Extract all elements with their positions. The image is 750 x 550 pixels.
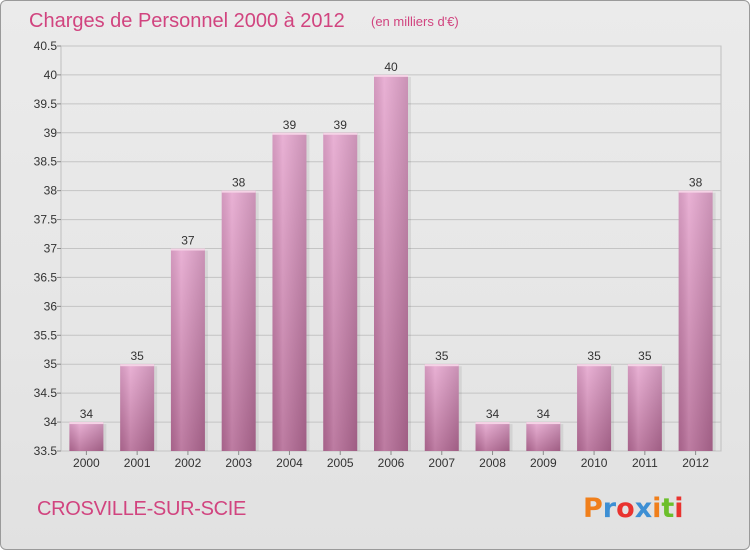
x-tick-label: 2007 [428,456,455,470]
y-tick-label: 38.5 [34,155,58,169]
bar-top-edge [374,74,408,77]
y-tick-label: 34.5 [34,386,58,400]
bar-top-edge [221,190,256,193]
x-tick-label: 2008 [479,456,506,470]
x-tick-label: 2010 [581,456,608,470]
bar-value-label: 35 [638,349,652,363]
bar-shade [323,132,358,452]
x-tick-label: 2011 [632,456,658,470]
bar-shade [170,248,205,451]
bar-shade [577,364,612,451]
x-tick-label: 2000 [73,456,100,470]
bar-top-edge [627,364,662,367]
bars: 34 35 37 38 39 39 40 35 34 34 35 35 38 [69,60,716,452]
bar-top-edge [323,132,358,135]
bar-top-edge [577,364,612,367]
bar-value-label: 35 [130,349,144,363]
y-tick-label: 35 [44,357,58,371]
bar-value-label: 35 [435,349,449,363]
y-tick-label: 36.5 [34,270,58,284]
bar-value-label: 34 [537,407,551,421]
bar-value-label: 34 [80,407,94,421]
bar-top-edge [120,364,155,367]
bar-top-edge [526,422,561,425]
x-tick-label: 2005 [327,456,354,470]
y-axis: 33.5 34 34.5 35 35.5 36 36.5 37 37.5 38 38.5 39 39.5… [34,39,61,458]
y-tick-label: 39 [44,126,58,140]
bar-value-label: 38 [232,176,246,190]
bar-shade [221,190,256,451]
bar-top-edge [475,422,510,425]
y-tick-label: 40 [44,68,58,82]
bar-top-edge [170,248,205,251]
y-tick-label: 40.5 [34,39,58,53]
y-tick-label: 36 [44,299,58,313]
bar-value-label: 35 [587,349,601,363]
bar-value-label: 39 [334,118,348,132]
bar-shade [272,132,307,452]
x-axis: 2000 2001 2002 2003 2004 2005 2006 2007 2008 2009… [73,451,709,470]
y-tick-label: 37 [44,242,58,256]
proxiti-logo: Proxiti [583,493,684,524]
x-tick-label: 2004 [276,456,303,470]
y-tick-label: 37.5 [34,213,58,227]
x-tick-label: 2003 [225,456,252,470]
y-tick-label: 39.5 [34,97,58,111]
place-name: CROSVILLE-SUR-SCIE [37,498,246,520]
bar-shade [526,422,561,451]
bar-value-label: 37 [181,234,195,248]
bar-shade [627,364,662,451]
bar-value-label: 39 [283,118,297,132]
bar-shade [678,190,713,451]
y-tick-label: 33.5 [34,444,58,458]
y-tick-label: 38 [44,184,58,198]
chart-subtitle: (en milliers d'€) [371,14,459,29]
bar-shade [120,364,155,451]
bar-value-label: 40 [384,60,398,74]
x-tick-label: 2001 [124,456,151,470]
logo-letter: P [583,493,603,524]
chart-title: Charges de Personnel 2000 à 2012 [29,10,345,32]
bar-value-label: 38 [689,176,703,190]
bar-top-edge [69,422,104,425]
x-tick-label: 2012 [682,456,709,470]
bar-top-edge [678,190,713,193]
y-tick-label: 35.5 [34,328,58,342]
y-tick-label: 34 [44,415,58,429]
x-tick-label: 2009 [530,456,557,470]
bar-shade [475,422,510,451]
x-tick-label: 2002 [175,456,202,470]
logo-letter: r [603,493,617,524]
logo-letter: o [616,493,635,524]
logo-letter: x [635,493,652,524]
x-tick-label: 2006 [378,456,405,470]
bar-value-label: 34 [486,407,500,421]
logo-letter: t [661,493,674,524]
logo-letter: i [674,493,683,524]
bar-top-edge [424,364,459,367]
bar-shade [374,74,408,451]
bar-shade [69,422,104,451]
bar-shade [424,364,459,451]
logo-letter: i [652,493,661,524]
bar-top-edge [272,132,307,135]
